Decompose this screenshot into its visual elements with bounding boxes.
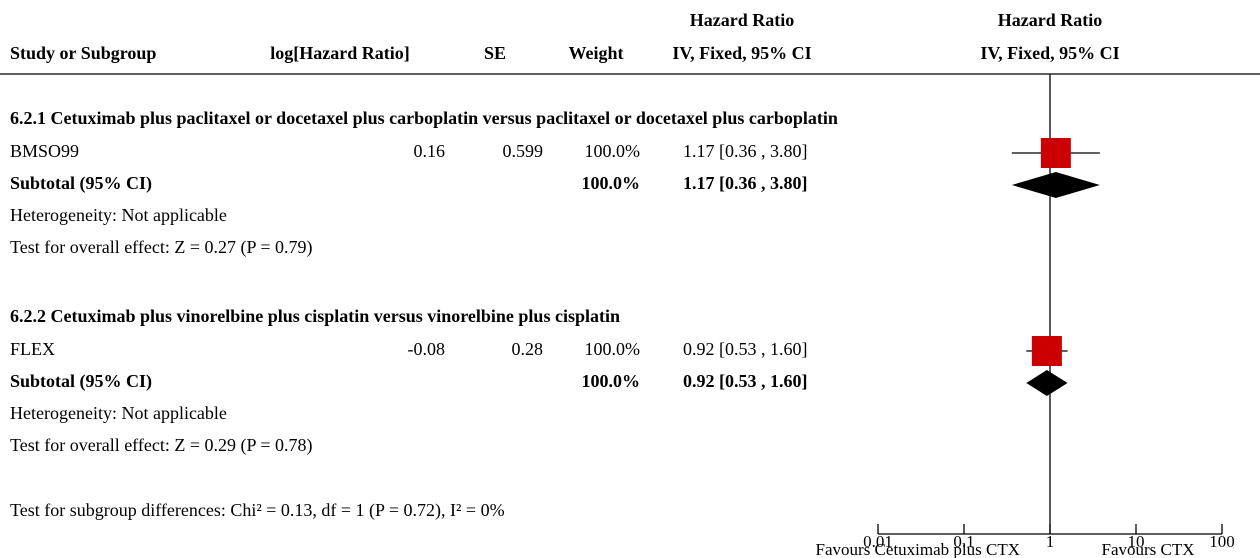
overall-effect: Test for overall effect: Z = 0.27 (P = 0… bbox=[10, 237, 312, 258]
subgroup-title: 6.2.1 Cetuximab plus paclitaxel or docet… bbox=[10, 108, 838, 128]
x-tick-label: 1 bbox=[1046, 532, 1055, 551]
overall-effect: Test for overall effect: Z = 0.29 (P = 0… bbox=[10, 435, 312, 456]
subtotal-diamond bbox=[1026, 370, 1068, 396]
study-loghr: 0.16 bbox=[414, 141, 446, 161]
subtotal-weight: 100.0% bbox=[582, 173, 641, 193]
study-name: BMSO99 bbox=[10, 141, 79, 161]
header-hr-table: IV, Fixed, 95% CI bbox=[672, 43, 811, 63]
header-weight: Weight bbox=[568, 43, 623, 63]
study-square bbox=[1031, 336, 1062, 366]
subtotal-hr: 1.17 [0.36 , 3.80] bbox=[683, 173, 808, 193]
heterogeneity: Heterogeneity: Not applicable bbox=[10, 403, 227, 423]
subtotal-label: Subtotal (95% CI) bbox=[10, 173, 152, 194]
study-weight: 100.0% bbox=[585, 141, 641, 161]
header-hr-table: Hazard Ratio bbox=[690, 10, 794, 30]
study-square bbox=[1040, 138, 1071, 168]
subtotal-hr: 0.92 [0.53 , 1.60] bbox=[683, 371, 808, 391]
x-tick-label: 0.1 bbox=[953, 532, 974, 551]
study-hr: 1.17 [0.36 , 3.80] bbox=[683, 141, 808, 161]
x-tick-label: 100 bbox=[1209, 532, 1235, 551]
header-hr-plot: IV, Fixed, 95% CI bbox=[980, 43, 1119, 63]
header-loghr: log[Hazard Ratio] bbox=[270, 43, 409, 63]
header-study: Study or Subgroup bbox=[10, 43, 156, 63]
study-se: 0.28 bbox=[512, 339, 544, 359]
x-tick-label: 0.01 bbox=[863, 532, 893, 551]
study-loghr: -0.08 bbox=[408, 339, 446, 359]
x-tick-label: 10 bbox=[1128, 532, 1145, 551]
favours-right: Favours CTX bbox=[1101, 540, 1194, 558]
study-weight: 100.0% bbox=[585, 339, 641, 359]
study-name: FLEX bbox=[10, 339, 55, 359]
study-hr: 0.92 [0.53 , 1.60] bbox=[683, 339, 808, 359]
subtotal-diamond bbox=[1011, 172, 1100, 198]
subgroup-differences: Test for subgroup differences: Chi² = 0.… bbox=[10, 500, 505, 521]
heterogeneity: Heterogeneity: Not applicable bbox=[10, 205, 227, 225]
study-se: 0.599 bbox=[503, 141, 544, 161]
header-hr-plot: Hazard Ratio bbox=[998, 10, 1102, 30]
header-se: SE bbox=[484, 43, 506, 63]
subtotal-weight: 100.0% bbox=[582, 371, 641, 391]
favours-left: Favours Cetuximab plus CTX bbox=[816, 540, 1020, 558]
subgroup-title: 6.2.2 Cetuximab plus vinorelbine plus ci… bbox=[10, 306, 620, 326]
subtotal-label: Subtotal (95% CI) bbox=[10, 371, 152, 392]
